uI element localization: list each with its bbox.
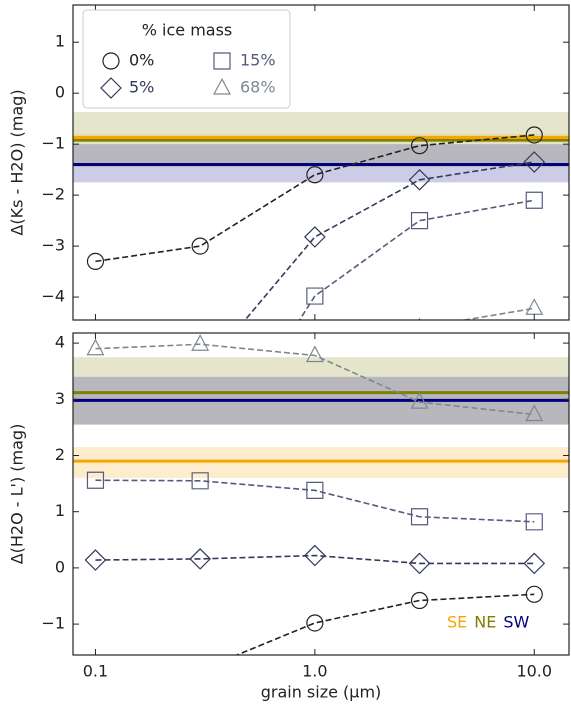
marker [102, 52, 120, 70]
y-tick-label: −1 [41, 614, 65, 633]
marker [306, 166, 324, 184]
series-line [95, 343, 535, 416]
x-tick-label: 1.0 [302, 662, 327, 681]
marker [418, 317, 421, 320]
plot-area [73, 112, 569, 320]
marker [100, 77, 122, 99]
marker [86, 338, 105, 356]
legend-label: 0% [129, 51, 154, 70]
y-tick-label: 0 [55, 83, 65, 102]
marker [306, 614, 324, 632]
marker [306, 287, 324, 305]
marker [191, 237, 209, 255]
series-line [298, 199, 535, 320]
reference-label: SW [503, 613, 529, 632]
marker [523, 151, 546, 173]
y-axis-label: Δ(H2O - L') (mag) [8, 424, 27, 565]
marker [525, 404, 544, 422]
x-axis-label: grain size (μm) [261, 683, 382, 702]
axes-frame [72, 332, 570, 656]
marker [408, 168, 431, 191]
marker [525, 191, 543, 209]
marker [410, 137, 429, 155]
reference-label: NE [474, 613, 496, 632]
y-tick-label: 1 [55, 501, 65, 520]
series-line [234, 593, 535, 655]
marker [86, 252, 105, 270]
marker [191, 472, 209, 490]
marker [525, 513, 543, 531]
marker [525, 298, 544, 315]
legend-label: 68% [240, 78, 276, 97]
y-tick-label: 1 [55, 32, 65, 51]
marker [525, 585, 543, 603]
y-tick-label: −1 [41, 134, 65, 153]
legend-label: 5% [129, 78, 154, 97]
y-axis-label: Δ(Ks - H2O) (mag) [8, 89, 27, 235]
marker [525, 126, 543, 144]
marker [408, 552, 431, 575]
x-tick-label: 10.0 [516, 662, 552, 681]
y-tick-label: 2 [55, 445, 65, 464]
marker [410, 591, 429, 610]
y-tick-label: −4 [41, 287, 65, 306]
marker [84, 549, 107, 571]
marker [192, 662, 208, 678]
y-tick-label: 3 [55, 389, 65, 408]
marker [86, 471, 105, 489]
marker [410, 392, 429, 409]
marker [305, 345, 324, 363]
plot-area [73, 334, 569, 678]
axes-frame [72, 4, 570, 321]
series-line [244, 161, 535, 320]
y-tick-label: −2 [41, 185, 65, 204]
marker [304, 544, 326, 567]
marker [306, 481, 324, 499]
y-tick-label: 4 [55, 333, 65, 352]
reference-label: SE [447, 613, 467, 632]
series-line [95, 554, 535, 565]
marker [410, 212, 429, 230]
series-line [95, 479, 535, 523]
marker [410, 508, 429, 526]
marker [523, 552, 546, 575]
legend-box [82, 9, 291, 109]
y-tick-label: 0 [55, 557, 65, 576]
marker [189, 548, 211, 570]
legend-title: % ice mass [142, 21, 233, 40]
series-line [95, 134, 535, 263]
series-line [460, 307, 535, 320]
marker [212, 77, 232, 95]
legend-label: 15% [240, 51, 276, 70]
reference-band [73, 357, 569, 425]
marker [191, 334, 210, 351]
y-tick-label: −3 [41, 236, 65, 255]
x-tick-label: 0.1 [83, 662, 108, 681]
marker [304, 226, 326, 248]
marker [213, 52, 231, 70]
